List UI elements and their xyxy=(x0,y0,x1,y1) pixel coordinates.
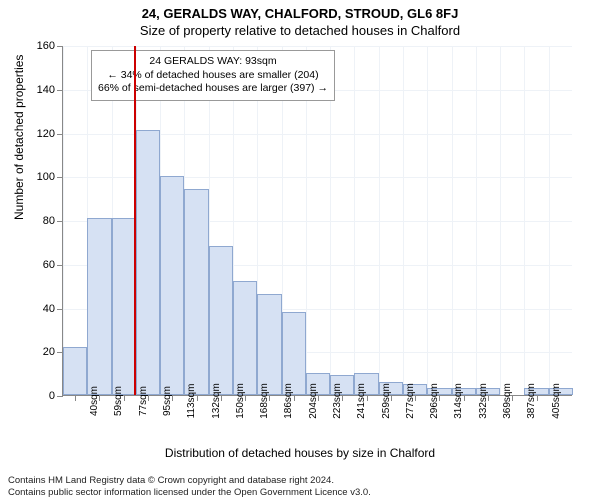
footer-line-2: Contains public sector information licen… xyxy=(8,487,592,498)
y-tick-label: 140 xyxy=(37,84,55,96)
histogram-bar xyxy=(209,246,233,395)
y-tick-label: 0 xyxy=(49,390,55,402)
y-tick xyxy=(57,177,63,178)
y-tick-label: 120 xyxy=(37,128,55,140)
y-tick xyxy=(57,265,63,266)
attribution-footer: Contains HM Land Registry data © Crown c… xyxy=(8,475,592,498)
histogram-bar xyxy=(136,130,160,395)
y-tick-label: 40 xyxy=(43,303,55,315)
y-tick xyxy=(57,221,63,222)
histogram-bar xyxy=(87,218,111,395)
page-title: 24, GERALDS WAY, CHALFORD, STROUD, GL6 8… xyxy=(0,0,600,21)
y-tick-label: 20 xyxy=(43,346,55,358)
x-tick-label: 405sqm xyxy=(533,383,562,419)
histogram-bar xyxy=(233,281,257,395)
property-annotation: 24 GERALDS WAY: 93sqm ← 34% of detached … xyxy=(91,50,335,101)
gridline-h xyxy=(63,46,572,47)
reference-line xyxy=(134,46,136,395)
histogram-bar xyxy=(112,218,136,395)
y-tick-label: 60 xyxy=(43,259,55,271)
y-tick xyxy=(57,46,63,47)
histogram-bar xyxy=(184,189,208,395)
x-axis-title: Distribution of detached houses by size … xyxy=(0,446,600,460)
y-tick-label: 80 xyxy=(43,215,55,227)
y-tick xyxy=(57,396,63,397)
y-tick xyxy=(57,309,63,310)
plot-area: 24 GERALDS WAY: 93sqm ← 34% of detached … xyxy=(62,46,572,396)
histogram-bar xyxy=(257,294,281,395)
chart-subtitle: Size of property relative to detached ho… xyxy=(0,21,600,42)
y-tick xyxy=(57,134,63,135)
y-tick-label: 160 xyxy=(37,40,55,52)
annotation-line-3: 66% of semi-detached houses are larger (… xyxy=(98,82,328,96)
y-tick-label: 100 xyxy=(37,171,55,183)
chart-root: 24, GERALDS WAY, CHALFORD, STROUD, GL6 8… xyxy=(0,0,600,500)
y-axis-title: Number of detached properties xyxy=(12,55,26,220)
histogram-bar xyxy=(160,176,184,395)
annotation-line-1: 24 GERALDS WAY: 93sqm xyxy=(98,55,328,69)
y-tick xyxy=(57,90,63,91)
footer-line-1: Contains HM Land Registry data © Crown c… xyxy=(8,475,592,486)
annotation-line-2: ← 34% of detached houses are smaller (20… xyxy=(98,69,328,83)
